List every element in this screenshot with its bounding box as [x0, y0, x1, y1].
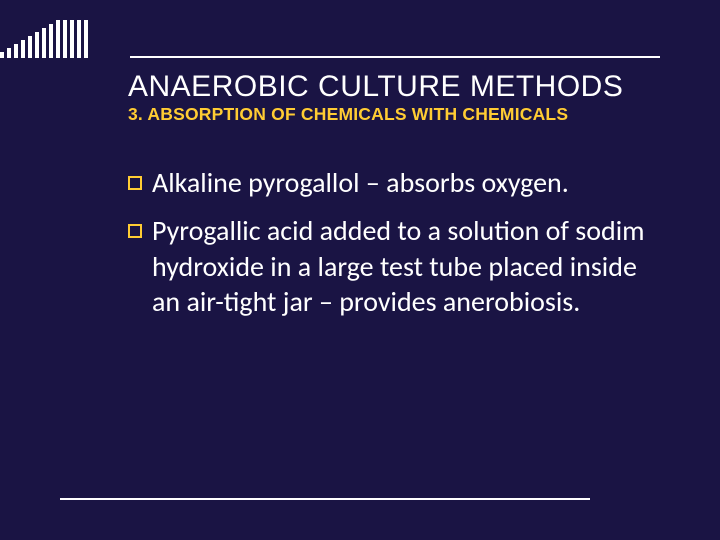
- bullet-text: Pyrogallic acid added to a solution of s…: [152, 213, 660, 320]
- bottom-horizontal-rule: [60, 498, 590, 500]
- title-block: ANAEROBIC CULTURE METHODS 3. ABSORPTION …: [128, 70, 670, 125]
- square-bullet-icon: [128, 224, 142, 238]
- slide-body: Alkaline pyrogallol – absorbs oxygen. Py…: [128, 165, 660, 332]
- bullet-item: Alkaline pyrogallol – absorbs oxygen.: [128, 165, 660, 201]
- decorative-bars: [0, 20, 88, 58]
- bullet-item: Pyrogallic acid added to a solution of s…: [128, 213, 660, 320]
- square-bullet-icon: [128, 176, 142, 190]
- bullet-text: Alkaline pyrogallol – absorbs oxygen.: [152, 165, 569, 201]
- slide-subtitle: 3. ABSORPTION OF CHEMICALS WITH CHEMICAL…: [128, 104, 670, 125]
- top-horizontal-rule: [130, 56, 660, 58]
- slide-title: ANAEROBIC CULTURE METHODS: [128, 70, 670, 104]
